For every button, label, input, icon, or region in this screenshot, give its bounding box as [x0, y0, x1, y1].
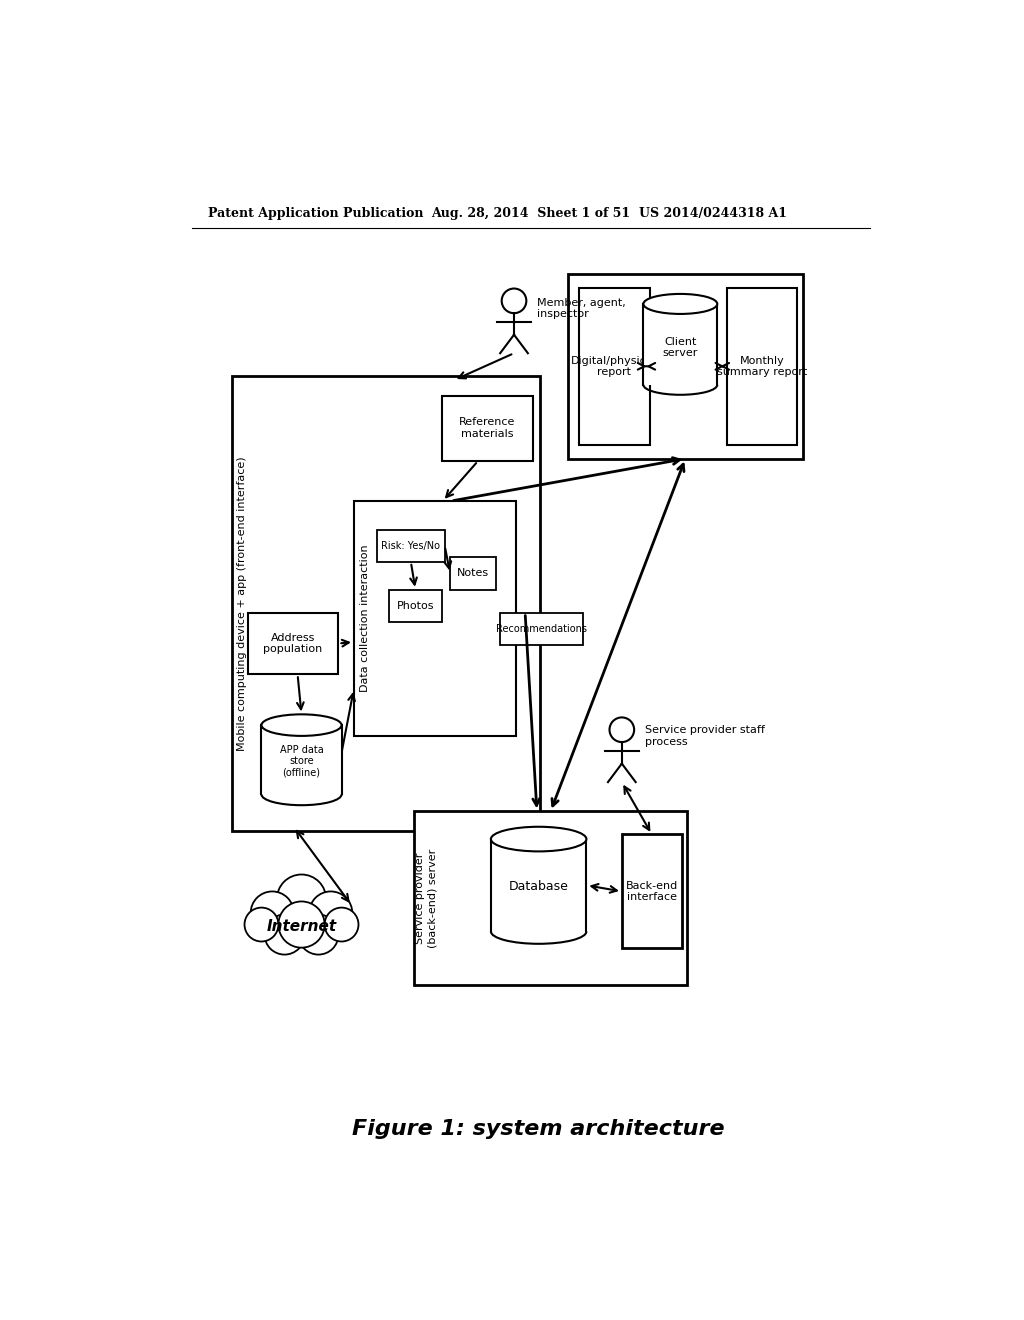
Text: Reference
materials: Reference materials [459, 417, 515, 440]
Bar [451, 557, 497, 590]
Text: Mobile computing device + app (front-end interface): Mobile computing device + app (front-end… [238, 457, 247, 751]
Text: Figure 1: system architecture: Figure 1: system architecture [352, 1118, 725, 1139]
Text: Client
server: Client server [663, 337, 698, 358]
Text: Back-end
interface: Back-end interface [626, 880, 678, 903]
Circle shape [245, 908, 279, 941]
Circle shape [298, 915, 339, 954]
Ellipse shape [261, 714, 342, 737]
Bar [500, 612, 584, 645]
Bar [643, 304, 717, 385]
Circle shape [325, 908, 358, 941]
Text: Service provider
(back-end) server: Service provider (back-end) server [416, 849, 437, 948]
Bar [232, 376, 541, 830]
Bar [579, 288, 649, 445]
Text: Notes: Notes [457, 569, 489, 578]
Text: US 2014/0244318 A1: US 2014/0244318 A1 [639, 207, 786, 220]
Circle shape [276, 874, 326, 924]
Text: Digital/physical
report: Digital/physical report [571, 355, 657, 378]
Bar [414, 812, 687, 985]
Bar [441, 396, 532, 461]
Text: Service provider staff
process: Service provider staff process [645, 725, 765, 747]
Ellipse shape [490, 826, 587, 851]
Text: Patent Application Publication: Patent Application Publication [208, 207, 423, 220]
Bar [261, 725, 342, 795]
Circle shape [251, 891, 294, 935]
Bar [377, 529, 444, 562]
Bar [490, 840, 587, 932]
Text: Member, agent,
inspector: Member, agent, inspector [538, 298, 626, 319]
Bar [622, 834, 682, 948]
Circle shape [279, 902, 325, 948]
Bar [388, 590, 442, 622]
Text: Internet: Internet [266, 919, 337, 935]
Text: Data collection interaction: Data collection interaction [359, 545, 370, 692]
Text: Risk: Yes/No: Risk: Yes/No [381, 541, 440, 550]
Bar [727, 288, 797, 445]
Bar [354, 502, 515, 737]
Ellipse shape [643, 294, 717, 314]
Bar [248, 612, 339, 675]
Text: Database: Database [509, 880, 568, 894]
Circle shape [309, 891, 352, 935]
Circle shape [264, 915, 304, 954]
Text: Monthly
summary report: Monthly summary report [717, 355, 807, 378]
Text: Photos: Photos [396, 601, 434, 611]
Text: Aug. 28, 2014  Sheet 1 of 51: Aug. 28, 2014 Sheet 1 of 51 [431, 207, 630, 220]
Text: Address
population: Address population [263, 632, 323, 655]
Text: Recommendations: Recommendations [497, 624, 587, 634]
Bar [568, 275, 803, 459]
Text: APP data
store
(offline): APP data store (offline) [280, 744, 324, 777]
